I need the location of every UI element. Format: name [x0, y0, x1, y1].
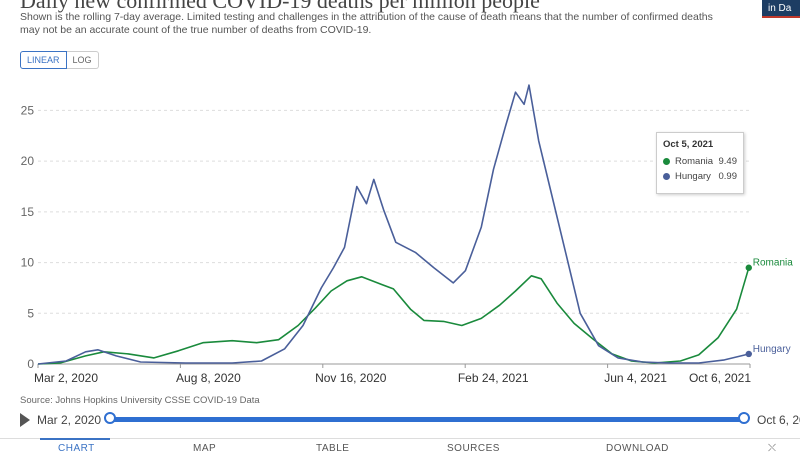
x-tick-label: Mar 2, 2020 — [34, 371, 98, 385]
tooltip-value: 0.99 — [718, 171, 738, 182]
chart-series: Romania Hungary — [37, 84, 793, 365]
tab-map[interactable]: MAP — [193, 443, 217, 454]
x-tick-label: Oct 6, 2021 — [689, 371, 751, 385]
series-label-romania: Romania — [753, 258, 793, 269]
timeline-slider: Mar 2, 2020 Oct 6, 2021 — [0, 410, 800, 430]
chart-subtitle: Shown is the rolling 7-day average. Limi… — [20, 11, 713, 36]
linear-scale-button[interactable]: LINEAR — [20, 51, 67, 69]
chart-tabs: CHART MAP TABLE SOURCES DOWNLOAD ⤬ — [0, 438, 800, 454]
play-icon[interactable] — [20, 413, 30, 427]
series-endpoint-hungary — [745, 350, 752, 358]
x-axis-ticks: Mar 2, 2020 Aug 8, 2020 Nov 16, 2020 Feb 24… — [34, 364, 751, 385]
series-line-hungary — [37, 84, 749, 365]
tooltip-row-romania: Romania 9.49 — [663, 156, 737, 167]
share-icon[interactable]: ⤬ — [768, 443, 777, 454]
tab-chart[interactable]: CHART — [58, 443, 95, 454]
series-label-hungary: Hungary — [753, 344, 791, 355]
series-endpoint-romania — [745, 264, 752, 271]
y-tick-label: 0 — [27, 357, 34, 371]
y-tick-label: 5 — [27, 306, 34, 320]
tab-sources[interactable]: SOURCES — [447, 443, 500, 454]
tooltip-value: 9.49 — [718, 156, 738, 167]
x-tick-label: Nov 16, 2020 — [315, 371, 387, 385]
scale-toggle: LINEAR LOG — [20, 51, 99, 69]
x-tick-label: Aug 8, 2020 — [176, 371, 241, 385]
tooltip-name: Romania — [675, 156, 714, 167]
tooltip-name: Hungary — [675, 171, 711, 182]
source-note[interactable]: Source: Johns Hopkins University CSSE CO… — [20, 395, 260, 406]
timeline-start-date: Mar 2, 2020 — [37, 413, 102, 427]
tooltip-row-hungary: Hungary 0.99 — [663, 171, 737, 182]
hungary-dot — [663, 173, 670, 180]
x-tick-label: Jun 4, 2021 — [604, 371, 667, 385]
timeline-start-handle[interactable] — [104, 412, 116, 424]
hover-tooltip: Oct 5, 2021 Romania 9.49 Hungary 0.99 — [656, 132, 744, 194]
line-chart: 0 5 10 15 20 25 Mar 2, 2020 Aug 8, 2020 Nov 16,… — [21, 84, 793, 385]
timeline-end-handle[interactable] — [738, 412, 750, 424]
timeline-track[interactable] — [110, 417, 745, 422]
active-tab-indicator — [40, 438, 110, 440]
tab-table[interactable]: TABLE — [316, 443, 350, 454]
timeline-end-date: Oct 6, 2021 — [757, 413, 800, 427]
x-tick-label: Feb 24, 2021 — [458, 371, 529, 385]
tooltip-date: Oct 5, 2021 — [663, 139, 714, 150]
y-tick-label: 20 — [21, 154, 35, 168]
y-tick-label: 10 — [21, 256, 35, 270]
romania-dot — [663, 158, 670, 165]
y-axis-ticks: 0 5 10 15 20 25 — [21, 103, 35, 371]
y-tick-label: 25 — [21, 103, 35, 117]
y-tick-label: 15 — [21, 205, 35, 219]
series-line-romania — [37, 267, 750, 365]
publisher-badge[interactable]: in Da — [762, 0, 800, 18]
log-scale-button[interactable]: LOG — [66, 51, 99, 69]
tab-download[interactable]: DOWNLOAD — [606, 443, 669, 454]
chart-grid — [38, 109, 750, 365]
chart-title: Daily new confirmed COVID-19 deaths per … — [20, 0, 540, 13]
